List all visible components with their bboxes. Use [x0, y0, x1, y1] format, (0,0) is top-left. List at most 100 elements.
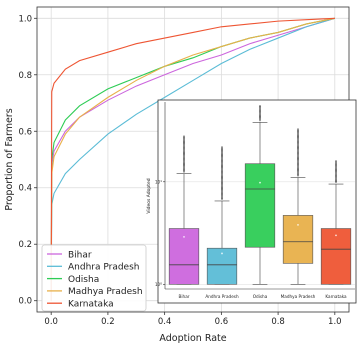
box-outlier — [221, 158, 223, 161]
box-outlier — [259, 106, 261, 109]
box-mean — [335, 234, 337, 237]
box-outlier — [183, 147, 185, 150]
box-outlier — [259, 110, 261, 113]
box-outlier — [297, 132, 299, 135]
box-outlier — [221, 169, 223, 172]
box-outlier — [335, 166, 337, 169]
box-outlier — [183, 149, 185, 152]
box-outlier — [221, 165, 223, 167]
box-outlier — [183, 165, 185, 168]
box-outlier — [335, 161, 337, 164]
box-body — [320, 228, 352, 285]
box-outlier — [297, 162, 299, 165]
box-outlier — [335, 167, 337, 170]
box-outlier — [259, 116, 261, 118]
box-outlier — [221, 176, 223, 178]
box-outlier — [297, 160, 299, 163]
inset-x-tick-label: Madhya Pradesh — [281, 294, 316, 299]
box-outlier — [183, 146, 185, 149]
box-outlier — [335, 172, 337, 175]
box-outlier — [221, 190, 223, 193]
box-outlier — [183, 141, 185, 143]
box-outlier — [297, 136, 299, 138]
box-outlier — [297, 128, 299, 131]
legend-label: Karnataka — [68, 300, 114, 310]
box-outlier — [221, 154, 223, 156]
box-outlier — [221, 167, 223, 170]
box-outlier — [297, 154, 299, 157]
box-outlier — [297, 129, 299, 132]
box-madhya-pradesh — [282, 128, 314, 285]
box-outlier — [183, 154, 185, 157]
box-outlier — [297, 153, 299, 156]
main-ticks: 0.0 0.2 0.4 0.6 0.8 1.0 0.0 0.2 0.4 0.6 0.8 1.0 — [18, 14, 341, 327]
box-outlier — [297, 171, 299, 174]
box-outlier — [335, 163, 337, 166]
x-tick-label: 0.0 — [44, 317, 58, 327]
box-outlier — [183, 137, 185, 140]
box-outlier — [259, 108, 261, 111]
box-outlier — [221, 146, 223, 149]
y-tick-label: 1.0 — [18, 14, 32, 24]
box-outlier — [335, 178, 337, 181]
legend: Bihar Andhra Pradesh Odisha Madhya Pradesh K… — [41, 244, 147, 312]
box-outlier — [297, 163, 299, 166]
box-outlier — [259, 113, 261, 116]
box-outlier — [259, 117, 261, 120]
inset-ticks: 100 101 Bihar Andhra Pradesh Odisha Madhya Pr… — [155, 102, 355, 299]
box-outlier — [335, 169, 337, 171]
legend-label: Bihar — [68, 250, 92, 260]
y-tick-label: 0.4 — [18, 184, 32, 194]
box-outlier — [221, 166, 223, 169]
box-outlier — [297, 134, 299, 137]
box-outlier — [221, 195, 223, 198]
box-outlier — [183, 169, 185, 172]
box-outlier — [335, 174, 337, 177]
y-tick-label: 0.8 — [18, 71, 32, 81]
box-outlier — [183, 158, 185, 161]
box-outlier — [221, 189, 223, 192]
box-outlier — [221, 160, 223, 163]
box-outlier — [221, 196, 223, 199]
box-outlier — [297, 151, 299, 154]
box-outlier — [221, 178, 223, 181]
box-body — [168, 228, 200, 285]
box-outlier — [221, 156, 223, 159]
y-tick-label: 0.6 — [18, 127, 32, 137]
box-outlier — [297, 173, 299, 176]
box-outlier — [221, 150, 223, 153]
x-tick-label: 0.8 — [271, 317, 285, 327]
box-outlier — [297, 152, 299, 155]
box-outlier — [221, 183, 223, 186]
box-outlier — [297, 137, 299, 140]
box-outlier — [297, 141, 299, 144]
box-outlier — [221, 192, 223, 195]
box-outlier — [221, 180, 223, 183]
box-outlier — [297, 170, 299, 173]
x-tick-label: 1.0 — [328, 317, 342, 327]
box-outlier — [335, 175, 337, 178]
box-outlier — [335, 165, 337, 168]
box-outlier — [297, 133, 299, 136]
box-outlier — [297, 165, 299, 168]
box-outlier — [335, 164, 337, 167]
box-outlier — [221, 185, 223, 188]
box-mean — [221, 252, 223, 255]
box-bihar — [168, 135, 200, 285]
box-outlier — [183, 170, 185, 173]
box-outlier — [221, 147, 223, 150]
inset-x-tick-label: Karnataka — [325, 294, 347, 299]
box-outlier — [221, 168, 223, 171]
box-andhra-pradesh — [206, 146, 238, 285]
inset-x-tick-label: Andhra Pradesh — [205, 294, 239, 299]
box-outlier — [259, 105, 261, 107]
box-mean — [183, 236, 185, 238]
box-outlier — [183, 163, 185, 165]
box-outlier — [297, 167, 299, 170]
box-outlier — [183, 156, 185, 159]
box-outlier — [297, 130, 299, 133]
box-odisha — [244, 105, 276, 285]
series-line — [50, 17, 335, 301]
box-outlier — [221, 181, 223, 184]
box-outlier — [221, 159, 223, 162]
